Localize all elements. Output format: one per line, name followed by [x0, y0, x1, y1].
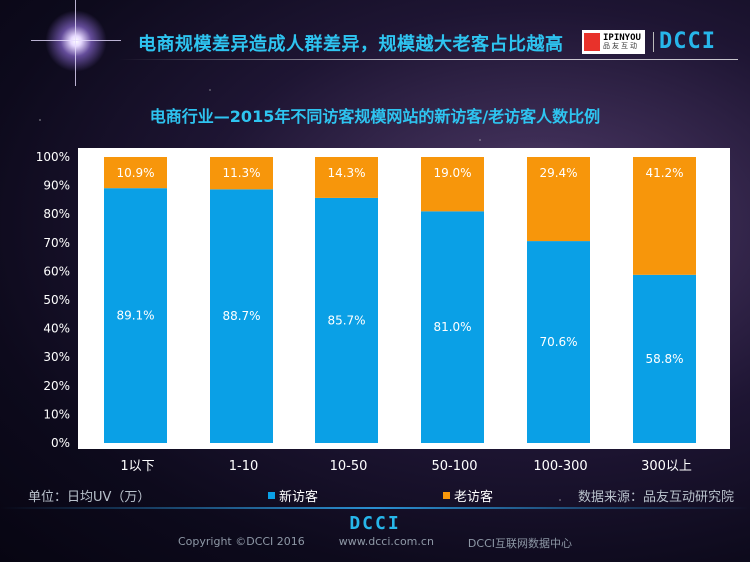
data-label-new-visitor: 85.7%	[327, 313, 365, 327]
legend-label-new-visitor: 新访客	[279, 490, 319, 505]
y-tick-label: 90%	[43, 179, 70, 193]
slide-headline: 电商规模差异造成人群差异，规模越大老客占比越高	[138, 34, 564, 55]
y-tick-label: 30%	[43, 350, 70, 364]
y-tick-label: 70%	[43, 236, 70, 250]
footer-copyright: Copyright ©DCCI 2016	[177, 535, 305, 548]
y-tick-label: 80%	[43, 207, 70, 221]
data-label-old-visitor: 41.2%	[645, 166, 683, 180]
x-tick-label: 1以下	[120, 459, 154, 474]
y-tick-label: 10%	[43, 407, 70, 421]
ipinyou-logo-subtext: 品友互动	[603, 42, 639, 50]
data-label-new-visitor: 81.0%	[433, 320, 471, 334]
bar-new-visitor	[421, 211, 484, 443]
y-tick-label: 0%	[51, 436, 70, 450]
footer-url: www.dcci.com.cn	[338, 535, 434, 548]
legend-label-old-visitor: 老访客	[454, 490, 494, 505]
y-tick-label: 40%	[43, 322, 70, 336]
data-label-new-visitor: 88.7%	[222, 309, 260, 323]
unit-note: 单位：日均UV（万）	[28, 490, 151, 505]
bar-new-visitor	[210, 189, 273, 443]
bar-new-visitor	[104, 188, 167, 443]
data-label-old-visitor: 10.9%	[116, 166, 154, 180]
x-tick-label: 10-50	[330, 459, 368, 474]
ipinyou-logo-mark	[584, 33, 600, 51]
bar-old-visitor	[633, 157, 696, 275]
legend-item-old-visitor: 老访客	[443, 486, 493, 505]
bar-old-visitor	[527, 157, 590, 242]
bar-old-visitor	[104, 157, 167, 189]
data-label-old-visitor: 14.3%	[327, 166, 365, 180]
footer-org: DCCI互联网数据中心	[467, 537, 572, 550]
x-tick-label: 50-100	[431, 459, 477, 474]
legend-item-new-visitor: 新访客	[268, 486, 318, 505]
bar-old-visitor	[421, 157, 484, 212]
y-tick-label: 100%	[36, 150, 70, 164]
star-flare-decoration	[31, 0, 121, 86]
y-tick-label: 50%	[43, 293, 70, 307]
bar-old-visitor	[315, 157, 378, 198]
data-label-new-visitor: 58.8%	[645, 352, 683, 366]
legend-swatch-old-visitor	[443, 492, 450, 499]
data-label-new-visitor: 70.6%	[539, 335, 577, 349]
bar-new-visitor	[633, 274, 696, 443]
data-label-new-visitor: 89.1%	[116, 309, 154, 323]
footer-dcci-logo: DCCI	[349, 513, 401, 534]
bar-old-visitor	[210, 157, 273, 190]
data-source-note: 数据来源：品友互动研究院	[577, 490, 734, 505]
chart-plot-area	[78, 148, 730, 449]
ipinyou-logo: IPINYOU 品友互动	[582, 30, 645, 54]
footer-divider	[0, 507, 750, 509]
bar-new-visitor	[315, 197, 378, 443]
legend-swatch-new-visitor	[268, 492, 275, 499]
x-tick-label: 1-10	[229, 459, 259, 474]
y-tick-label: 20%	[43, 379, 70, 393]
headline-underline	[118, 59, 738, 60]
bar-new-visitor	[527, 241, 590, 443]
x-tick-label: 300以上	[641, 459, 692, 474]
data-label-old-visitor: 19.0%	[433, 166, 471, 180]
footer-info: Copyright ©DCCI 2016 www.dcci.com.cn DCC…	[0, 535, 750, 551]
dcci-logo: DCCI	[659, 29, 716, 54]
data-label-old-visitor: 11.3%	[222, 166, 260, 180]
logo-divider	[653, 32, 654, 52]
data-label-old-visitor: 29.4%	[539, 166, 577, 180]
chart-title: 电商行业—2015年不同访客规模网站的新访客/老访客人数比例	[149, 107, 601, 126]
y-tick-label: 60%	[43, 264, 70, 278]
x-tick-label: 100-300	[533, 459, 587, 474]
ipinyou-logo-text: IPINYOU	[603, 33, 641, 43]
